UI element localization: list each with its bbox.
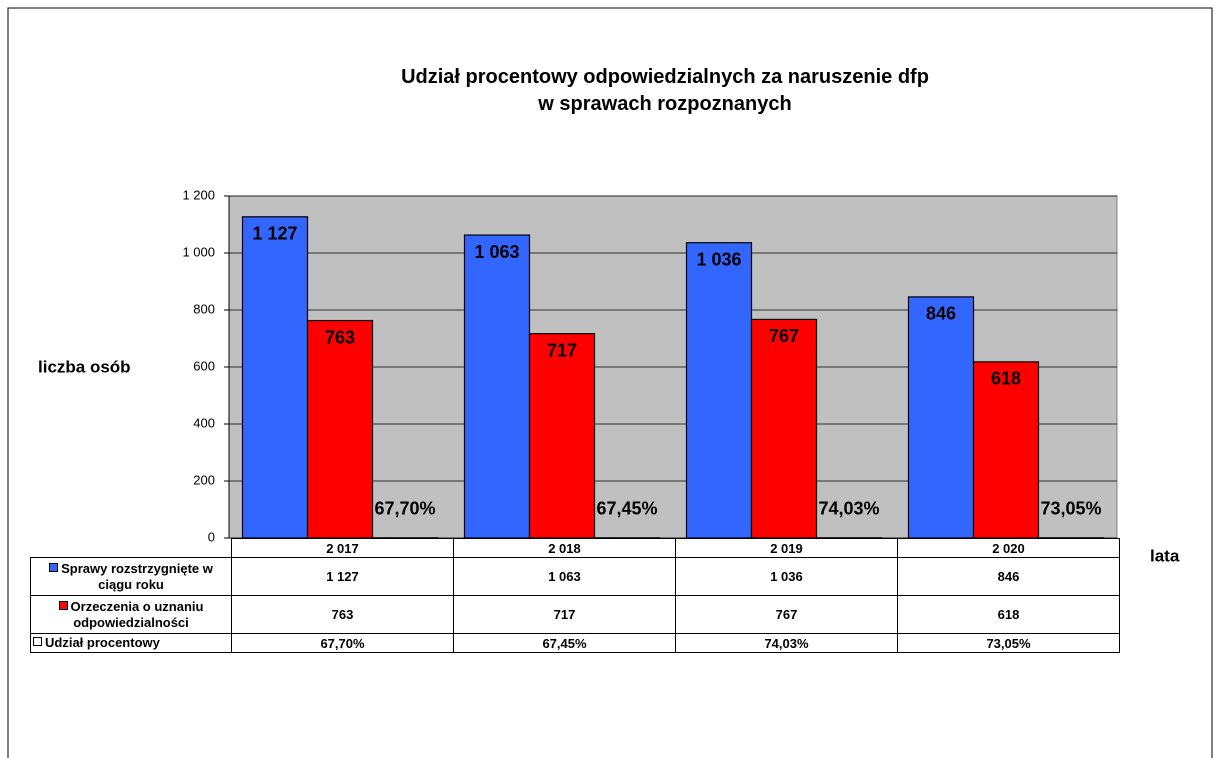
table-value: 846 [897, 557, 1120, 596]
category-label: 2 018 [453, 538, 676, 558]
y-tick-label: 1 200 [182, 187, 215, 202]
x-axis-label: lata [1150, 546, 1180, 565]
y-tick-label: 600 [193, 358, 215, 373]
legend-entry: Orzeczenia o uznaniu odpowiedzialności [30, 595, 232, 634]
table-value: 67,70% [231, 633, 454, 653]
table-row: Orzeczenia o uznaniu odpowiedzialności 76… [30, 595, 1120, 634]
data-table-body: 2 017 2 018 2 019 2 020 Sprawy rozstrzygnięt… [30, 538, 1120, 653]
table-value: 1 127 [231, 557, 454, 596]
data-label: 767 [769, 326, 799, 346]
table-value: 74,03% [675, 633, 898, 653]
y-tick-label: 0 [208, 529, 215, 544]
bar [463, 234, 531, 539]
legend-label: Udział procentowy [45, 635, 160, 650]
bar [306, 319, 374, 539]
bar [241, 216, 309, 539]
bar [528, 333, 596, 539]
data-label: 846 [926, 304, 956, 324]
data-label: 74,03% [818, 499, 879, 519]
data-label: 1 127 [252, 224, 297, 244]
data-table: 2 017 2 018 2 019 2 020 Sprawy rozstrzygnięt… [30, 538, 1120, 653]
category-label: 2 019 [675, 538, 898, 558]
table-row: Sprawy rozstrzygnięte w ciągu roku 1 127 1… [30, 557, 1120, 596]
y-tick-label: 200 [193, 472, 215, 487]
legend-label: Sprawy rozstrzygnięte w ciągu roku [61, 560, 213, 592]
table-value: 618 [897, 595, 1120, 634]
data-label: 1 063 [474, 242, 519, 262]
data-label: 763 [325, 327, 355, 347]
legend-entry: Udział procentowy [30, 633, 232, 653]
bar [750, 318, 818, 539]
legend-key [58, 600, 68, 610]
category-label: 2 017 [231, 538, 454, 558]
data-label: 67,45% [596, 499, 657, 519]
table-value: 717 [453, 595, 676, 634]
legend-label: Orzeczenia o uznaniu odpowiedzialności [70, 598, 204, 630]
data-label: 67,70% [374, 499, 435, 519]
bar [907, 296, 975, 539]
table-value: 767 [675, 595, 898, 634]
y-tick-label: 800 [193, 301, 215, 316]
legend-entry: Sprawy rozstrzygnięte w ciągu roku [30, 557, 232, 596]
data-label: 717 [547, 340, 577, 360]
table-header-row: 2 017 2 018 2 019 2 020 [30, 538, 1120, 558]
legend-key [33, 637, 42, 646]
bar [685, 242, 753, 539]
frame [7, 7, 1213, 758]
table-value: 1 063 [453, 557, 676, 596]
legend-key [49, 562, 59, 572]
table-value: 763 [231, 595, 454, 634]
y-axis-label: liczba osób [38, 357, 131, 376]
bar [972, 361, 1040, 539]
y-tick-label: 400 [193, 415, 215, 430]
table-row: Udział procentowy 67,70% 67,45% 74,03% 73,05… [30, 633, 1120, 653]
chart-title: Udział procentowy odpowiedzialnych za na… [401, 66, 929, 115]
data-label: 1 036 [696, 249, 741, 269]
table-value: 1 036 [675, 557, 898, 596]
table-value: 67,45% [453, 633, 676, 653]
category-label: 2 020 [897, 538, 1120, 558]
table-corner [30, 538, 232, 558]
data-label: 618 [991, 369, 1021, 389]
y-tick-label: 1 000 [182, 244, 215, 259]
table-value: 73,05% [897, 633, 1120, 653]
data-label: 73,05% [1040, 499, 1101, 519]
